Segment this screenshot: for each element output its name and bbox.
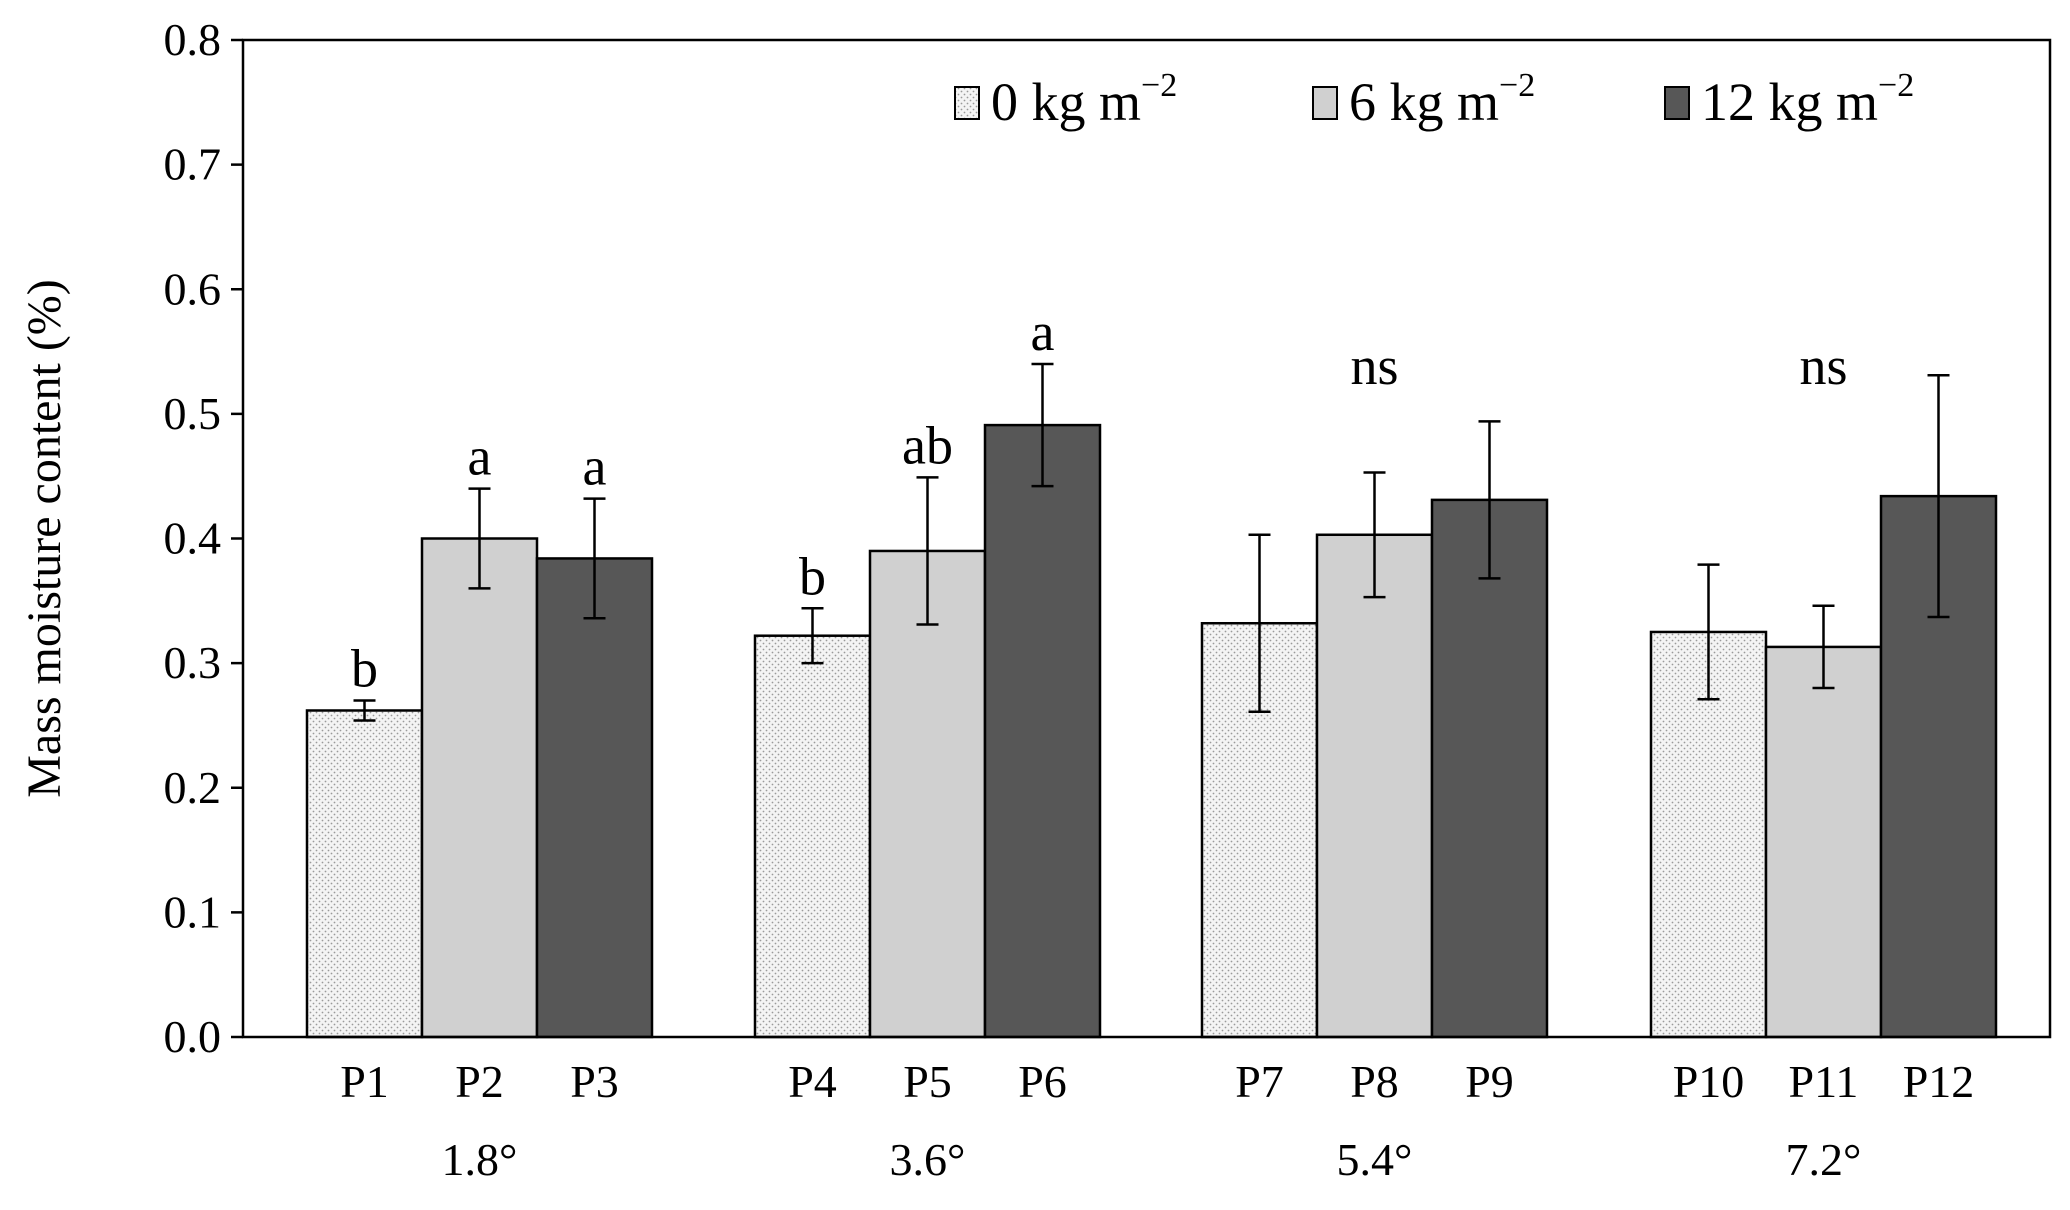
legend-label-superscript: −2 (1499, 67, 1535, 104)
y-tick-label: 0.0 (164, 1011, 222, 1062)
significance-label: ab (902, 415, 953, 475)
legend-label: 12 kg m−2 (1701, 67, 1914, 132)
legend-label-superscript: −2 (1141, 67, 1177, 104)
plot-frame (241, 38, 2052, 1039)
group-label: 5.4° (1337, 1134, 1413, 1185)
group-label: 7.2° (1786, 1134, 1862, 1185)
bar-p9 (1430, 498, 1549, 1039)
x-tick-label-p7: P7 (1235, 1056, 1284, 1107)
x-tick-label-p3: P3 (570, 1056, 619, 1107)
bar-p3 (535, 557, 654, 1039)
significance-label: a (1031, 302, 1055, 362)
x-tick-label-p1: P1 (340, 1056, 389, 1107)
x-tick-label-p5: P5 (903, 1056, 952, 1107)
significance-label: b (351, 639, 378, 699)
y-tick-label: 0.8 (164, 14, 222, 65)
x-tick-label-p10: P10 (1673, 1056, 1745, 1107)
significance-label: a (468, 427, 492, 487)
legend-label-text: 6 kg m (1349, 72, 1499, 132)
x-tick-label-p2: P2 (455, 1056, 504, 1107)
legend-swatch (1312, 86, 1338, 120)
bar-p1 (305, 709, 424, 1039)
bar-p11 (1764, 645, 1883, 1039)
axes: 0.0 0.1 0.2 0.3 0.4 0.5 0.6 0.7 0.8 Mass moisture… (18, 14, 2052, 1185)
y-tick-label: 0.2 (164, 762, 222, 813)
y-tick-label: 0.7 (164, 139, 222, 190)
bar-p8 (1315, 533, 1434, 1039)
significance-label: ns (1799, 336, 1847, 396)
legend-label-text: 12 kg m (1701, 72, 1878, 132)
legend-swatch (954, 86, 980, 120)
y-tick-label: 0.6 (164, 263, 222, 314)
legend-item: 0 kg m−2 (954, 67, 1177, 132)
legend-item: 6 kg m−2 (1312, 67, 1535, 132)
legend: 0 kg m−2 6 kg m−2 12 kg m−2 (954, 67, 1914, 132)
x-tick-label-p6: P6 (1018, 1056, 1067, 1107)
y-axis-label: Mass moisture content (%) (18, 279, 71, 798)
x-tick-label-p12: P12 (1903, 1056, 1975, 1107)
legend-item: 12 kg m−2 (1664, 67, 1914, 132)
y-tick-label: 0.3 (164, 637, 222, 688)
significance-label: b (799, 546, 826, 606)
bar-p2 (420, 537, 539, 1039)
legend-label: 0 kg m−2 (991, 67, 1177, 132)
significance-label: a (583, 437, 607, 497)
y-tick-label: 0.5 (164, 388, 222, 439)
bar-p4 (753, 634, 872, 1039)
x-tick-label-p4: P4 (788, 1056, 837, 1107)
legend-swatch (1664, 86, 1690, 120)
y-tick-label: 0.4 (164, 513, 222, 564)
significance-label: ns (1350, 336, 1398, 396)
legend-label-superscript: −2 (1878, 67, 1914, 104)
group-label: 3.6° (890, 1134, 966, 1185)
bar-p6 (983, 423, 1102, 1039)
x-tick-label-p9: P9 (1465, 1056, 1514, 1107)
x-tick-label-p11: P11 (1789, 1056, 1859, 1107)
x-tick-label-p8: P8 (1350, 1056, 1399, 1107)
group-label: 1.8° (442, 1134, 518, 1185)
legend-label-text: 0 kg m (991, 72, 1141, 132)
legend-label: 6 kg m−2 (1349, 67, 1535, 132)
y-tick-label: 0.1 (164, 886, 222, 937)
bar-p5 (868, 549, 987, 1039)
